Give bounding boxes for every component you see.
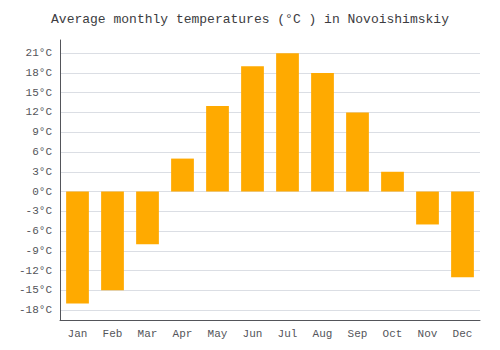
svg-text:Mar: Mar xyxy=(138,328,158,340)
svg-text:Jun: Jun xyxy=(243,328,263,340)
svg-text:12°C: 12°C xyxy=(26,106,53,118)
svg-text:21°C: 21°C xyxy=(26,47,53,59)
svg-text:Apr: Apr xyxy=(173,328,193,340)
svg-text:-12°C: -12°C xyxy=(19,265,52,277)
svg-text:9°C: 9°C xyxy=(32,126,52,138)
svg-text:Oct: Oct xyxy=(383,328,403,340)
svg-text:Aug: Aug xyxy=(313,328,333,340)
svg-text:6°C: 6°C xyxy=(32,146,52,158)
svg-text:-15°C: -15°C xyxy=(19,284,52,296)
svg-text:Feb: Feb xyxy=(103,328,123,340)
svg-text:15°C: 15°C xyxy=(26,87,53,99)
svg-text:Average monthly temperatures (: Average monthly temperatures (°C ) in No… xyxy=(51,12,449,27)
svg-text:-9°C: -9°C xyxy=(26,245,53,257)
svg-text:-6°C: -6°C xyxy=(26,225,53,237)
svg-text:-18°C: -18°C xyxy=(19,304,52,316)
svg-text:Nov: Nov xyxy=(418,328,438,340)
svg-text:0°C: 0°C xyxy=(32,186,52,198)
svg-text:Jul: Jul xyxy=(278,328,298,340)
svg-text:Sep: Sep xyxy=(348,328,368,340)
svg-text:May: May xyxy=(208,328,228,340)
svg-text:Jan: Jan xyxy=(68,328,88,340)
svg-text:-3°C: -3°C xyxy=(26,205,53,217)
svg-text:18°C: 18°C xyxy=(26,67,53,79)
svg-text:Dec: Dec xyxy=(453,328,473,340)
svg-text:3°C: 3°C xyxy=(32,166,52,178)
